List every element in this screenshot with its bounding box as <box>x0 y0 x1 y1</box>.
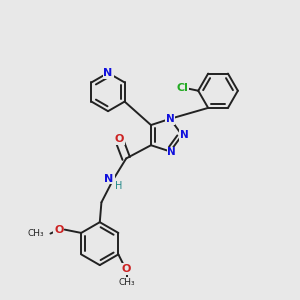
Text: H: H <box>115 181 123 191</box>
Text: N: N <box>180 130 189 140</box>
Text: O: O <box>114 134 124 144</box>
Text: N: N <box>103 68 113 78</box>
Text: CH₃: CH₃ <box>27 229 44 238</box>
Text: N: N <box>104 174 114 184</box>
Text: N: N <box>167 148 176 158</box>
Text: O: O <box>122 264 131 274</box>
Text: O: O <box>54 225 63 235</box>
Text: CH₃: CH₃ <box>118 278 135 287</box>
Text: Cl: Cl <box>176 83 188 93</box>
Text: N: N <box>166 114 175 124</box>
